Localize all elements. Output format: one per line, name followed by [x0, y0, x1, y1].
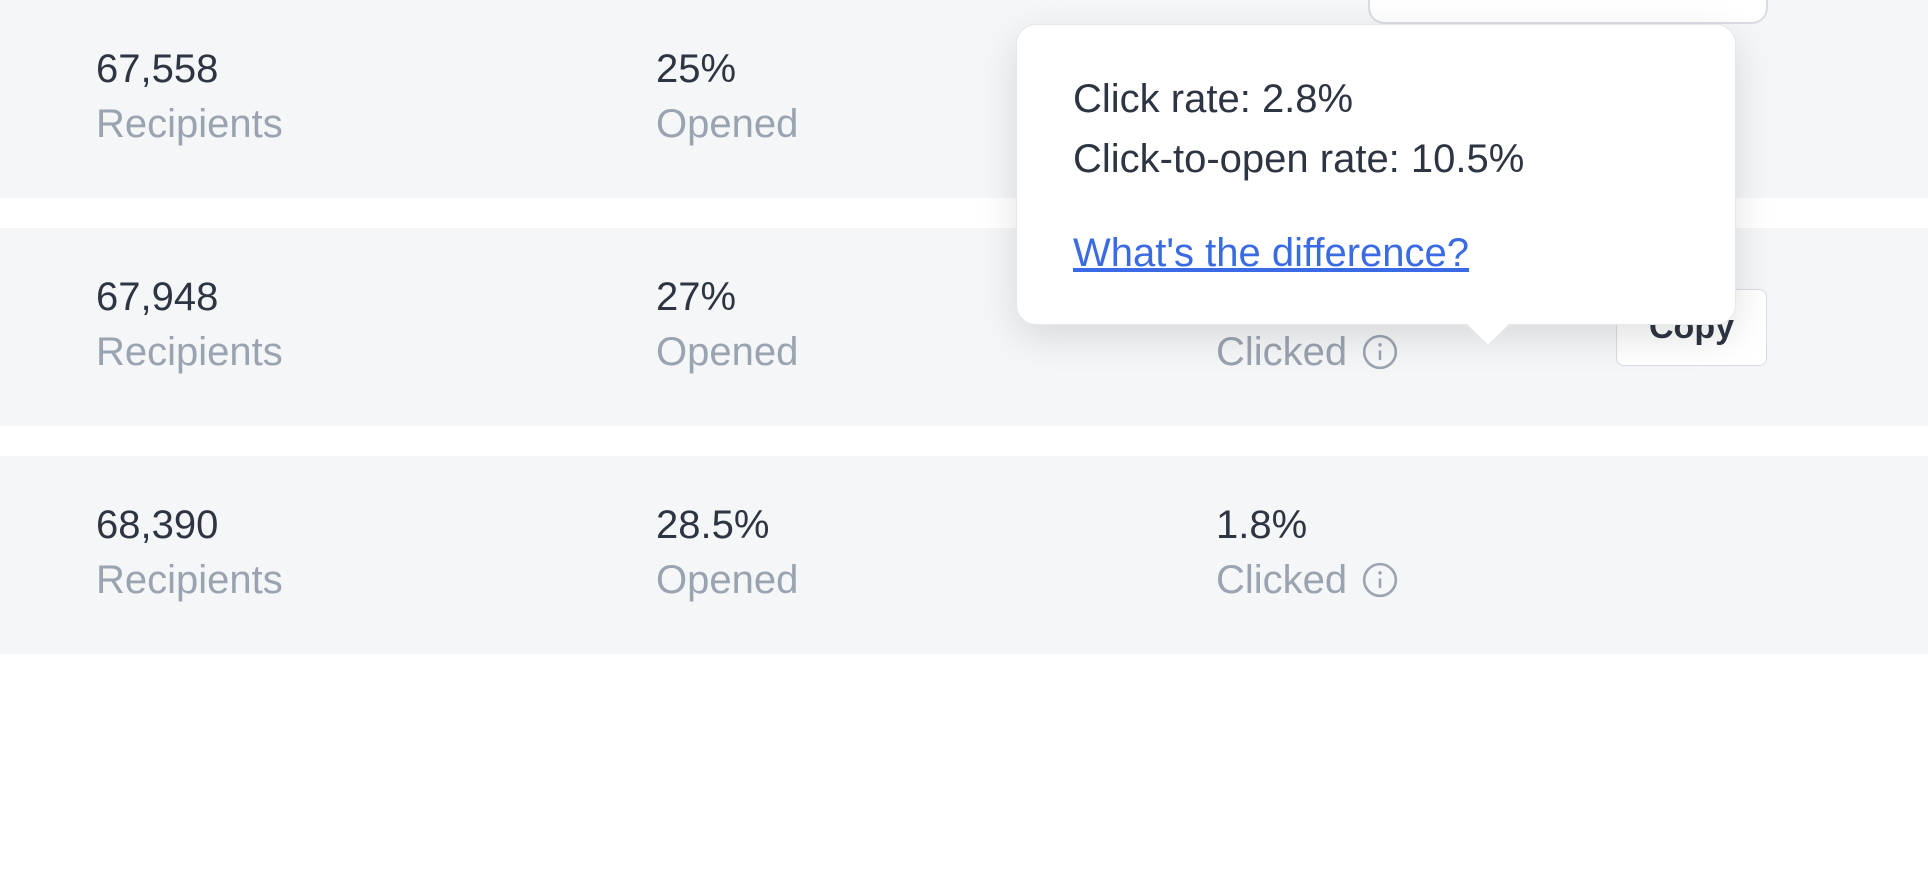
tooltip-ctor-value: 10.5%	[1411, 137, 1524, 181]
dropdown-panel-fragment	[1368, 0, 1768, 24]
info-icon[interactable]	[1361, 561, 1399, 599]
recipients-value: 67,948	[96, 272, 656, 322]
clicked-value: 1.8%	[1216, 500, 1596, 550]
recipients-label: Recipients	[96, 322, 656, 382]
tooltip-ctor-line: Click-to-open rate: 10.5%	[1073, 129, 1679, 189]
recipients-value: 67,558	[96, 44, 656, 94]
click-rate-tooltip: Click rate: 2.8% Click-to-open rate: 10.…	[1016, 24, 1736, 325]
tooltip-ctor-label: Click-to-open rate:	[1073, 137, 1400, 181]
recipients-cell: 68,390 Recipients	[96, 500, 656, 610]
opened-cell: 28.5% Opened	[656, 500, 1216, 610]
recipients-label: Recipients	[96, 94, 656, 154]
clicked-label: Clicked	[1216, 550, 1596, 610]
recipients-cell: 67,558 Recipients	[96, 44, 656, 154]
recipients-value: 68,390	[96, 500, 656, 550]
clicked-label-text: Clicked	[1216, 322, 1347, 382]
info-icon[interactable]	[1361, 333, 1399, 371]
clicked-label: Clicked	[1216, 322, 1596, 382]
stats-container: 67,558 Recipients 25% Opened 67,948 Reci…	[0, 0, 1928, 654]
clicked-cell: 1.8% Clicked	[1216, 500, 1596, 610]
recipients-cell: 67,948 Recipients	[96, 272, 656, 382]
clicked-label-text: Clicked	[1216, 550, 1347, 610]
opened-label: Opened	[656, 550, 1216, 610]
tooltip-click-rate-label: Click rate:	[1073, 77, 1251, 121]
tooltip-click-rate-line: Click rate: 2.8%	[1073, 69, 1679, 129]
tooltip-click-rate-value: 2.8%	[1262, 77, 1353, 121]
opened-value: 28.5%	[656, 500, 1216, 550]
tooltip-difference-link[interactable]: What's the difference?	[1073, 231, 1469, 276]
opened-label: Opened	[656, 322, 1216, 382]
campaign-row: 68,390 Recipients 28.5% Opened 1.8% Clic…	[0, 456, 1928, 654]
recipients-label: Recipients	[96, 550, 656, 610]
